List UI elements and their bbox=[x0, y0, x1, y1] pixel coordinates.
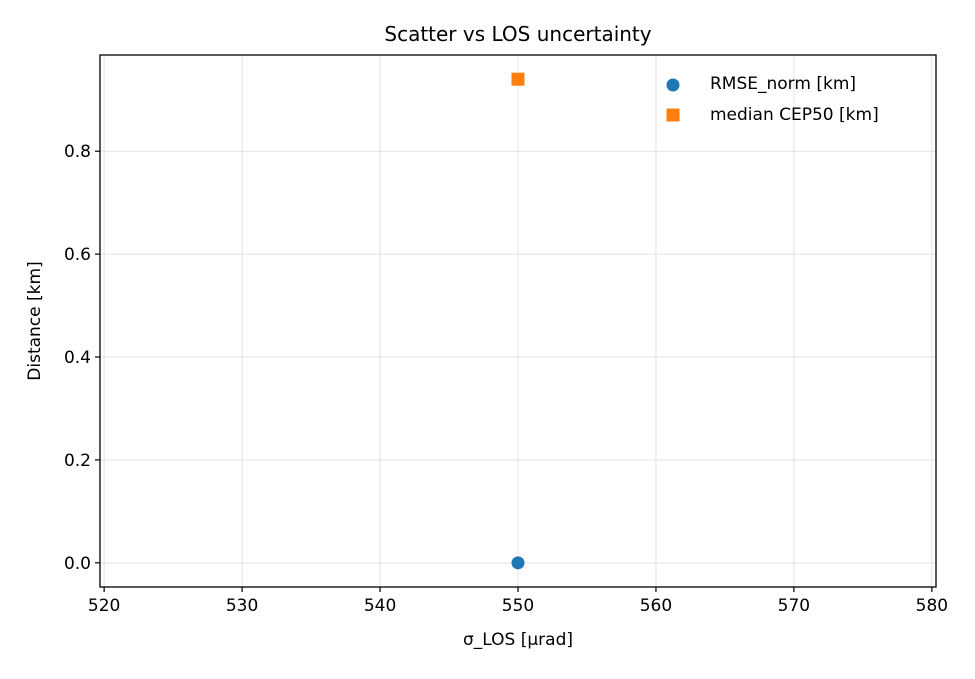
x-tick-label: 530 bbox=[226, 596, 258, 616]
y-axis-label: Distance [km] bbox=[25, 261, 45, 380]
legend-marker-rmse bbox=[666, 78, 680, 92]
point-cep50 bbox=[511, 72, 525, 86]
x-axis-label: σ_LOS [µrad] bbox=[463, 630, 573, 650]
legend: RMSE_norm [km] median CEP50 [km] bbox=[666, 74, 879, 125]
y-tick-label: 0.2 bbox=[64, 451, 91, 471]
axis-ticks: 520 530 540 550 560 570 580 0.0 0.2 0.4 0.6 0.8 bbox=[64, 142, 948, 616]
y-tick-label: 0.0 bbox=[64, 554, 91, 574]
point-rmse bbox=[511, 556, 525, 570]
y-tick-label: 0.6 bbox=[64, 245, 91, 265]
x-tick-label: 580 bbox=[916, 596, 948, 616]
x-tick-label: 560 bbox=[640, 596, 672, 616]
x-tick-label: 540 bbox=[364, 596, 396, 616]
y-tick-label: 0.8 bbox=[64, 142, 91, 162]
legend-label-cep50: median CEP50 [km] bbox=[710, 105, 879, 125]
plot-frame bbox=[99, 54, 937, 588]
y-tick-label: 0.4 bbox=[64, 348, 91, 368]
legend-label-rmse: RMSE_norm [km] bbox=[710, 74, 856, 94]
x-tick-label: 570 bbox=[778, 596, 810, 616]
grid bbox=[100, 55, 936, 587]
data-points bbox=[511, 72, 525, 570]
x-tick-label: 520 bbox=[88, 596, 120, 616]
chart-title: Scatter vs LOS uncertainty bbox=[384, 22, 651, 46]
legend-marker-cep50 bbox=[666, 108, 680, 122]
x-tick-label: 550 bbox=[502, 596, 534, 616]
